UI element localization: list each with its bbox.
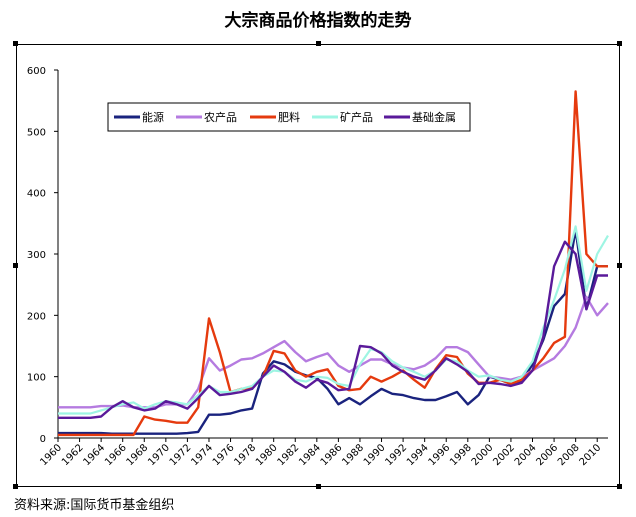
frame-handle-top-right (617, 41, 622, 46)
x-tick-label: 1980 (254, 442, 280, 468)
x-tick-label: 2000 (470, 442, 496, 468)
x-tick-label: 1994 (405, 442, 431, 468)
x-tick-label: 1992 (383, 442, 409, 468)
x-tick-label: 1962 (60, 442, 86, 468)
legend-label-3: 肥料 (278, 110, 300, 124)
y-tick-label: 500 (27, 127, 46, 138)
x-tick-label: 2002 (491, 442, 517, 468)
y-tick-label: 300 (27, 250, 46, 261)
series-line-5 (58, 240, 608, 419)
x-tick-label: 1982 (276, 442, 302, 468)
x-tick-label: 1966 (103, 442, 129, 468)
x-tick-label: 1988 (340, 442, 366, 468)
series-line-3 (58, 90, 608, 437)
y-tick-label: 100 (27, 373, 46, 384)
x-tick-label: 1970 (146, 442, 172, 468)
x-tick-label: 2010 (578, 442, 604, 468)
frame-handle-bottom-center (316, 484, 321, 489)
x-tick-label: 2006 (534, 442, 560, 468)
x-tick-label: 1986 (319, 442, 345, 468)
x-tick-label: 2004 (513, 442, 539, 468)
x-tick-label: 1990 (362, 442, 388, 468)
y-tick-label: 400 (27, 189, 46, 200)
y-tick-label: 200 (27, 311, 46, 322)
series-line-4 (58, 225, 609, 415)
x-tick-label: 1976 (211, 442, 237, 468)
x-tick-label: 1974 (189, 442, 215, 468)
y-tick-label: 0 (40, 434, 46, 445)
x-tick-label: 1978 (232, 442, 258, 468)
frame-handle-bottom-right (617, 484, 622, 489)
frame-handle-bottom-left (13, 484, 18, 489)
x-tick-label: 1996 (427, 442, 453, 468)
x-tick-label: 1968 (125, 442, 151, 468)
frame-handle-top-center (316, 41, 321, 46)
x-tick-label: 1960 (38, 442, 64, 468)
series-line-2 (58, 295, 609, 409)
legend-label-2: 农产品 (204, 110, 237, 124)
source-note: 资料来源:国际货币基金组织 (14, 498, 175, 513)
frame-handle-middle-right (617, 263, 622, 268)
frame-handle-middle-left (13, 263, 18, 268)
chart-title: 大宗商品价格指数的走势 (224, 11, 412, 31)
legend-box (107, 102, 471, 132)
y-tick-label: 600 (27, 66, 46, 77)
series-line-1 (58, 228, 608, 435)
legend-label-1: 能源 (142, 110, 164, 124)
x-tick-label: 1998 (448, 442, 474, 468)
legend-label-4: 矿产品 (340, 110, 373, 124)
x-tick-label: 1964 (81, 442, 107, 468)
x-tick-label: 1972 (168, 442, 194, 468)
legend-label-5: 基础金属 (412, 110, 456, 124)
x-tick-label: 2008 (556, 442, 582, 468)
x-tick-label: 1984 (297, 442, 323, 468)
frame-handle-top-left (13, 41, 18, 46)
